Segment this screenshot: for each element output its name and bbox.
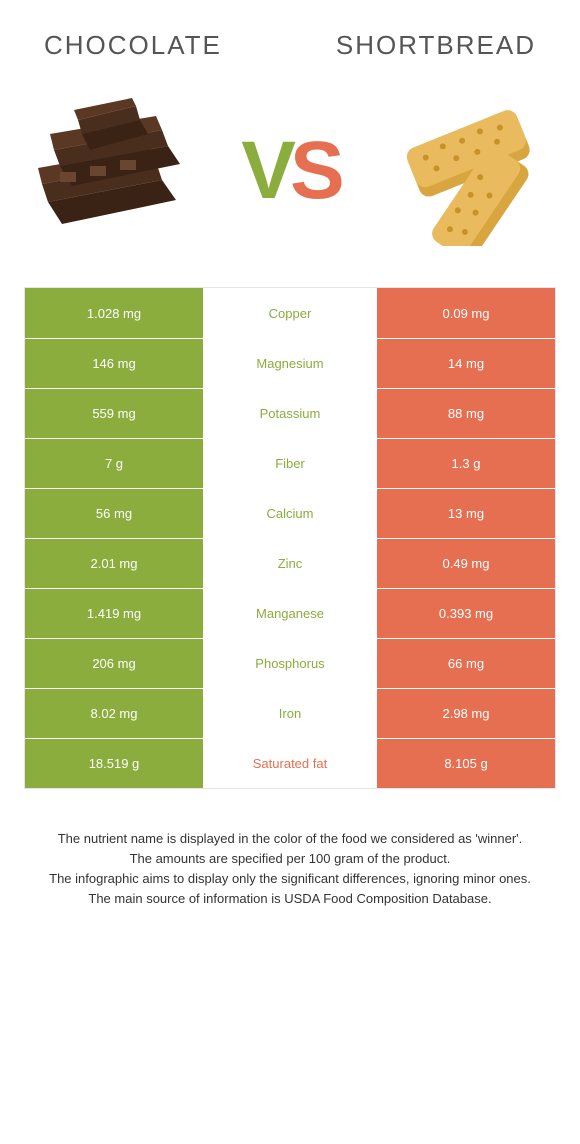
cell-right-value: 2.98 mg [377,689,555,738]
cell-left-value: 1.419 mg [25,589,203,638]
table-row: 18.519 gSaturated fat8.105 g [25,738,555,788]
cell-nutrient-label: Zinc [203,539,377,588]
images-row: VS [24,91,556,287]
cell-left-value: 559 mg [25,389,203,438]
cell-left-value: 146 mg [25,339,203,388]
vs-v: V [241,125,290,216]
cell-right-value: 8.105 g [377,739,555,788]
chocolate-image [30,91,190,251]
table-row: 2.01 mgZinc0.49 mg [25,538,555,588]
header: CHOCOLATE SHORTBREAD [24,20,556,91]
cell-nutrient-label: Iron [203,689,377,738]
comparison-table: 1.028 mgCopper0.09 mg146 mgMagnesium14 m… [24,287,556,789]
cell-right-value: 13 mg [377,489,555,538]
cell-nutrient-label: Fiber [203,439,377,488]
title-right: SHORTBREAD [336,30,536,61]
cell-left-value: 56 mg [25,489,203,538]
cell-left-value: 1.028 mg [25,288,203,338]
table-row: 146 mgMagnesium14 mg [25,338,555,388]
cell-right-value: 14 mg [377,339,555,388]
cell-nutrient-label: Potassium [203,389,377,438]
cell-right-value: 66 mg [377,639,555,688]
table-row: 8.02 mgIron2.98 mg [25,688,555,738]
cell-nutrient-label: Saturated fat [203,739,377,788]
cell-right-value: 0.393 mg [377,589,555,638]
footer-line: The nutrient name is displayed in the co… [34,829,546,849]
table-row: 559 mgPotassium88 mg [25,388,555,438]
footer-notes: The nutrient name is displayed in the co… [24,829,556,910]
cell-right-value: 88 mg [377,389,555,438]
cell-right-value: 0.49 mg [377,539,555,588]
cell-nutrient-label: Copper [203,288,377,338]
table-row: 1.028 mgCopper0.09 mg [25,288,555,338]
table-row: 7 gFiber1.3 g [25,438,555,488]
cell-left-value: 18.519 g [25,739,203,788]
cell-left-value: 2.01 mg [25,539,203,588]
cell-left-value: 7 g [25,439,203,488]
cell-right-value: 0.09 mg [377,288,555,338]
footer-line: The amounts are specified per 100 gram o… [34,849,546,869]
vs-s: S [290,125,339,216]
table-row: 56 mgCalcium13 mg [25,488,555,538]
title-left: CHOCOLATE [44,30,222,61]
footer-line: The infographic aims to display only the… [34,869,546,889]
vs-label: VS [241,130,338,212]
table-row: 206 mgPhosphorus66 mg [25,638,555,688]
shortbread-image [390,91,550,251]
cell-nutrient-label: Phosphorus [203,639,377,688]
cell-nutrient-label: Magnesium [203,339,377,388]
table-row: 1.419 mgManganese0.393 mg [25,588,555,638]
footer-line: The main source of information is USDA F… [34,889,546,909]
cell-nutrient-label: Manganese [203,589,377,638]
cell-left-value: 8.02 mg [25,689,203,738]
cell-nutrient-label: Calcium [203,489,377,538]
cell-left-value: 206 mg [25,639,203,688]
cell-right-value: 1.3 g [377,439,555,488]
